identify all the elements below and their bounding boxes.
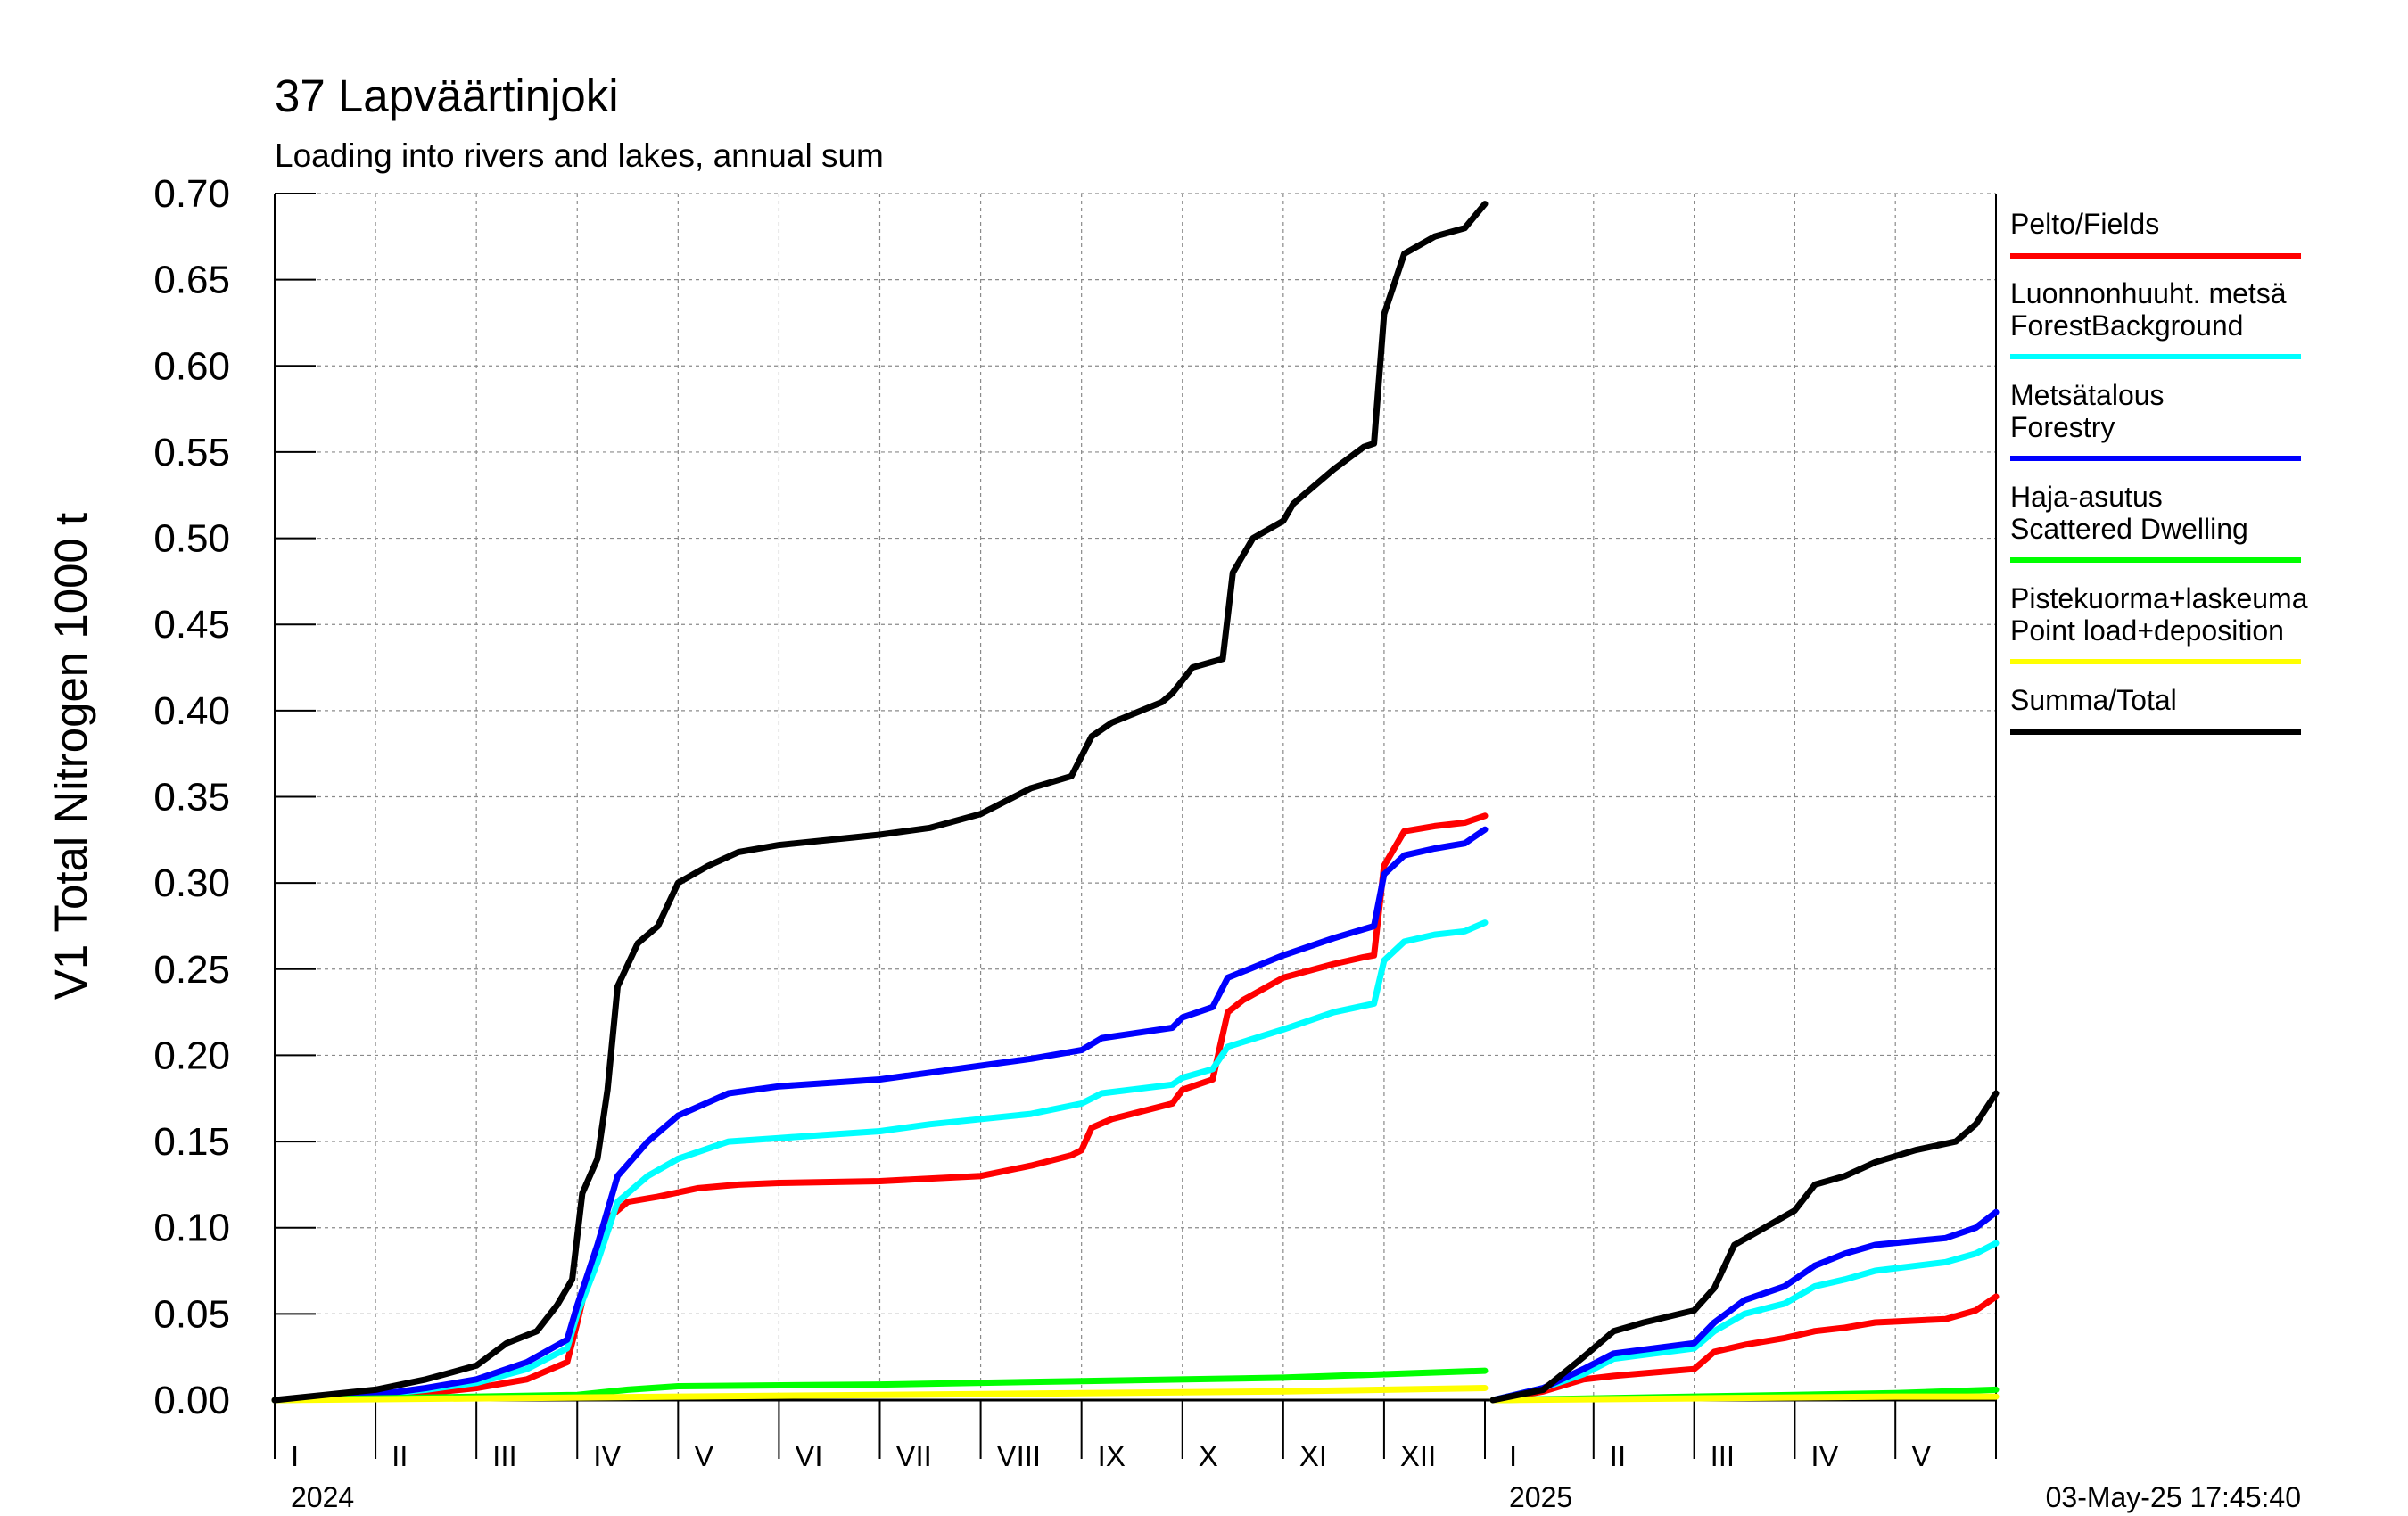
y-tick-label: 0.45 xyxy=(153,603,230,647)
month-label: V xyxy=(1911,1439,1931,1472)
month-label: XII xyxy=(1400,1439,1436,1472)
series-line-1-2025 xyxy=(1489,1240,2000,1404)
month-label: IV xyxy=(593,1439,621,1472)
month-label: IV xyxy=(1810,1439,1838,1472)
series-lines xyxy=(271,201,2000,1404)
y-tick-label: 0.15 xyxy=(153,1120,230,1164)
series-line-4-2025 xyxy=(1489,1393,2000,1404)
y-tick-label: 0.50 xyxy=(153,517,230,561)
chart-title: 37 Lapväärtinjoki xyxy=(275,70,619,121)
y-tick-label: 0.40 xyxy=(153,689,230,733)
series-line-5-2024 xyxy=(271,201,1489,1404)
axes xyxy=(274,193,1997,1459)
month-label: III xyxy=(492,1439,517,1472)
y-tick-label: 0.00 xyxy=(153,1379,230,1422)
y-tick-label: 0.70 xyxy=(153,172,230,216)
legend-label-3-sub: Scattered Dwelling xyxy=(2010,513,2248,545)
legend: Pelto/Fields Luonnonhuuht. metsäForestBac… xyxy=(2010,208,2308,735)
y-tick-label: 0.65 xyxy=(153,259,230,302)
month-label: V xyxy=(694,1439,713,1472)
y-tick-label: 0.05 xyxy=(153,1292,230,1336)
legend-label-1-sub: ForestBackground xyxy=(2010,309,2243,342)
month-label: II xyxy=(1610,1439,1626,1472)
timestamp: 03-May-25 17:45:40 xyxy=(2046,1481,2301,1513)
grid xyxy=(275,193,1996,1400)
series-line-3-2024 xyxy=(271,1367,1489,1404)
series-line-5-2025 xyxy=(1489,1090,2000,1404)
y-tick-label: 0.25 xyxy=(153,948,230,992)
month-label: X xyxy=(1199,1439,1218,1472)
legend-label-5: Summa/Total xyxy=(2010,684,2177,716)
legend-label-3: Haja-asutus xyxy=(2010,481,2163,513)
series-line-2-2024 xyxy=(271,826,1489,1404)
y-tick-label: 0.20 xyxy=(153,1034,230,1077)
y-tick-label: 0.55 xyxy=(153,431,230,474)
y-tick-label: 0.60 xyxy=(153,344,230,388)
y-tick-label: 0.30 xyxy=(153,861,230,905)
legend-label-1: Luonnonhuuht. metsä xyxy=(2010,277,2287,309)
legend-label-0: Pelto/Fields xyxy=(2010,208,2159,240)
y-tick-labels: 0.00 0.05 0.10 0.15 0.20 0.25 0.30 0.35 0.40 0.45… xyxy=(153,172,230,1422)
month-label: I xyxy=(291,1439,299,1472)
year-label: 2024 xyxy=(291,1481,354,1513)
series-line-1-2024 xyxy=(271,919,1489,1404)
month-label: VIII xyxy=(997,1439,1042,1472)
series-line-2-2025 xyxy=(1489,1208,2000,1404)
month-label: IX xyxy=(1098,1439,1126,1472)
month-label: XI xyxy=(1299,1439,1327,1472)
month-label: III xyxy=(1711,1439,1736,1472)
chart-subtitle: Loading into rivers and lakes, annual su… xyxy=(275,137,884,174)
year-label: 2025 xyxy=(1509,1481,1572,1513)
legend-label-4-sub: Point load+deposition xyxy=(2010,614,2284,647)
month-label: VI xyxy=(795,1439,822,1472)
legend-label-2-sub: Forestry xyxy=(2010,411,2115,443)
y-tick-label: 0.10 xyxy=(153,1207,230,1250)
series-line-0-2025 xyxy=(1489,1293,2000,1404)
legend-label-4: Pistekuorma+laskeuma xyxy=(2010,582,2308,614)
y-axis-label: V1 Total Nitrogen 1000 t xyxy=(45,513,96,1000)
month-label: II xyxy=(392,1439,408,1472)
y-tick-label: 0.35 xyxy=(153,776,230,820)
month-label: VII xyxy=(896,1439,932,1472)
month-label: I xyxy=(1509,1439,1517,1472)
series-line-4-2024 xyxy=(271,1385,1489,1404)
legend-label-2: Metsätalous xyxy=(2010,379,2165,411)
